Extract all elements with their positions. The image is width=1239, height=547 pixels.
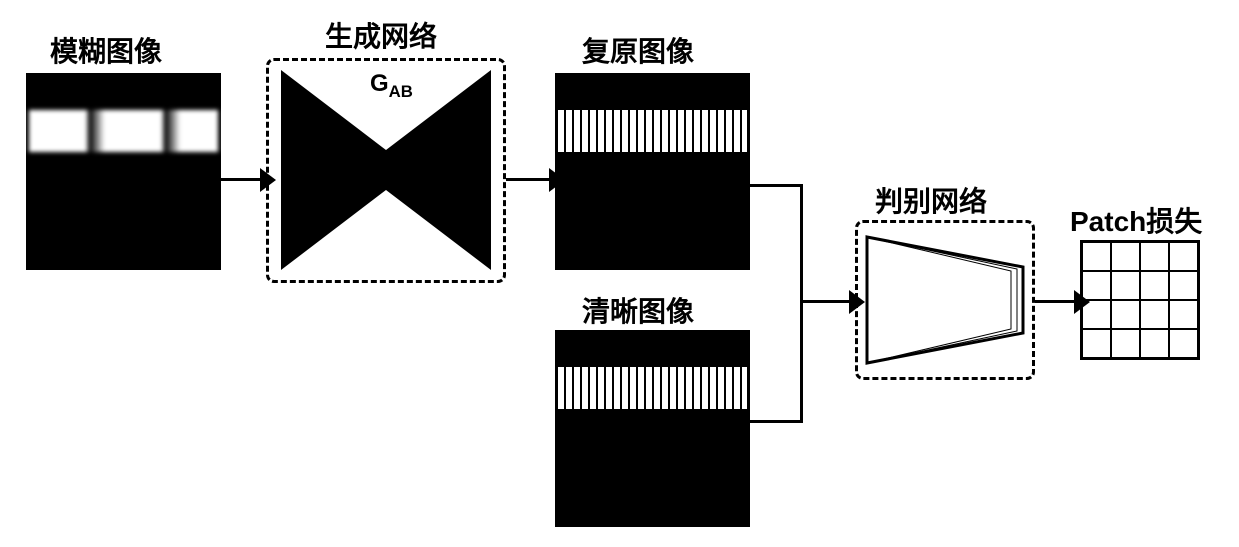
- arrow-segment: [800, 301, 803, 423]
- diagram-canvas: 模糊图像 生成网络 复原图像 清晰图像 判别网络 Patch损失 GAB: [0, 0, 1239, 547]
- arrow-segment: [800, 300, 855, 303]
- patch-loss-label: Patch损失: [1070, 200, 1202, 240]
- arrow-segment: [800, 184, 803, 301]
- clear-image: [555, 330, 750, 527]
- blurry-image: [26, 73, 221, 270]
- arrow-segment: [750, 420, 800, 423]
- arrow-head-icon: [849, 290, 865, 314]
- restored-image: [555, 73, 750, 270]
- arrow-segment: [506, 178, 555, 181]
- gen-net-label: 生成网络: [325, 15, 437, 55]
- restored-label: 复原图像: [582, 30, 694, 70]
- g-ab-label: GAB: [370, 70, 413, 102]
- arrow-head-icon: [1074, 290, 1090, 314]
- patch-grid: [1080, 240, 1200, 360]
- blurry-label: 模糊图像: [50, 30, 162, 70]
- arrow-head-icon: [260, 168, 276, 192]
- arrow-segment: [750, 184, 800, 187]
- clear-label: 清晰图像: [582, 290, 694, 330]
- disc-net-label: 判别网络: [875, 180, 987, 220]
- arrow-head-icon: [549, 168, 565, 192]
- trapezoid-icon: [865, 235, 1025, 365]
